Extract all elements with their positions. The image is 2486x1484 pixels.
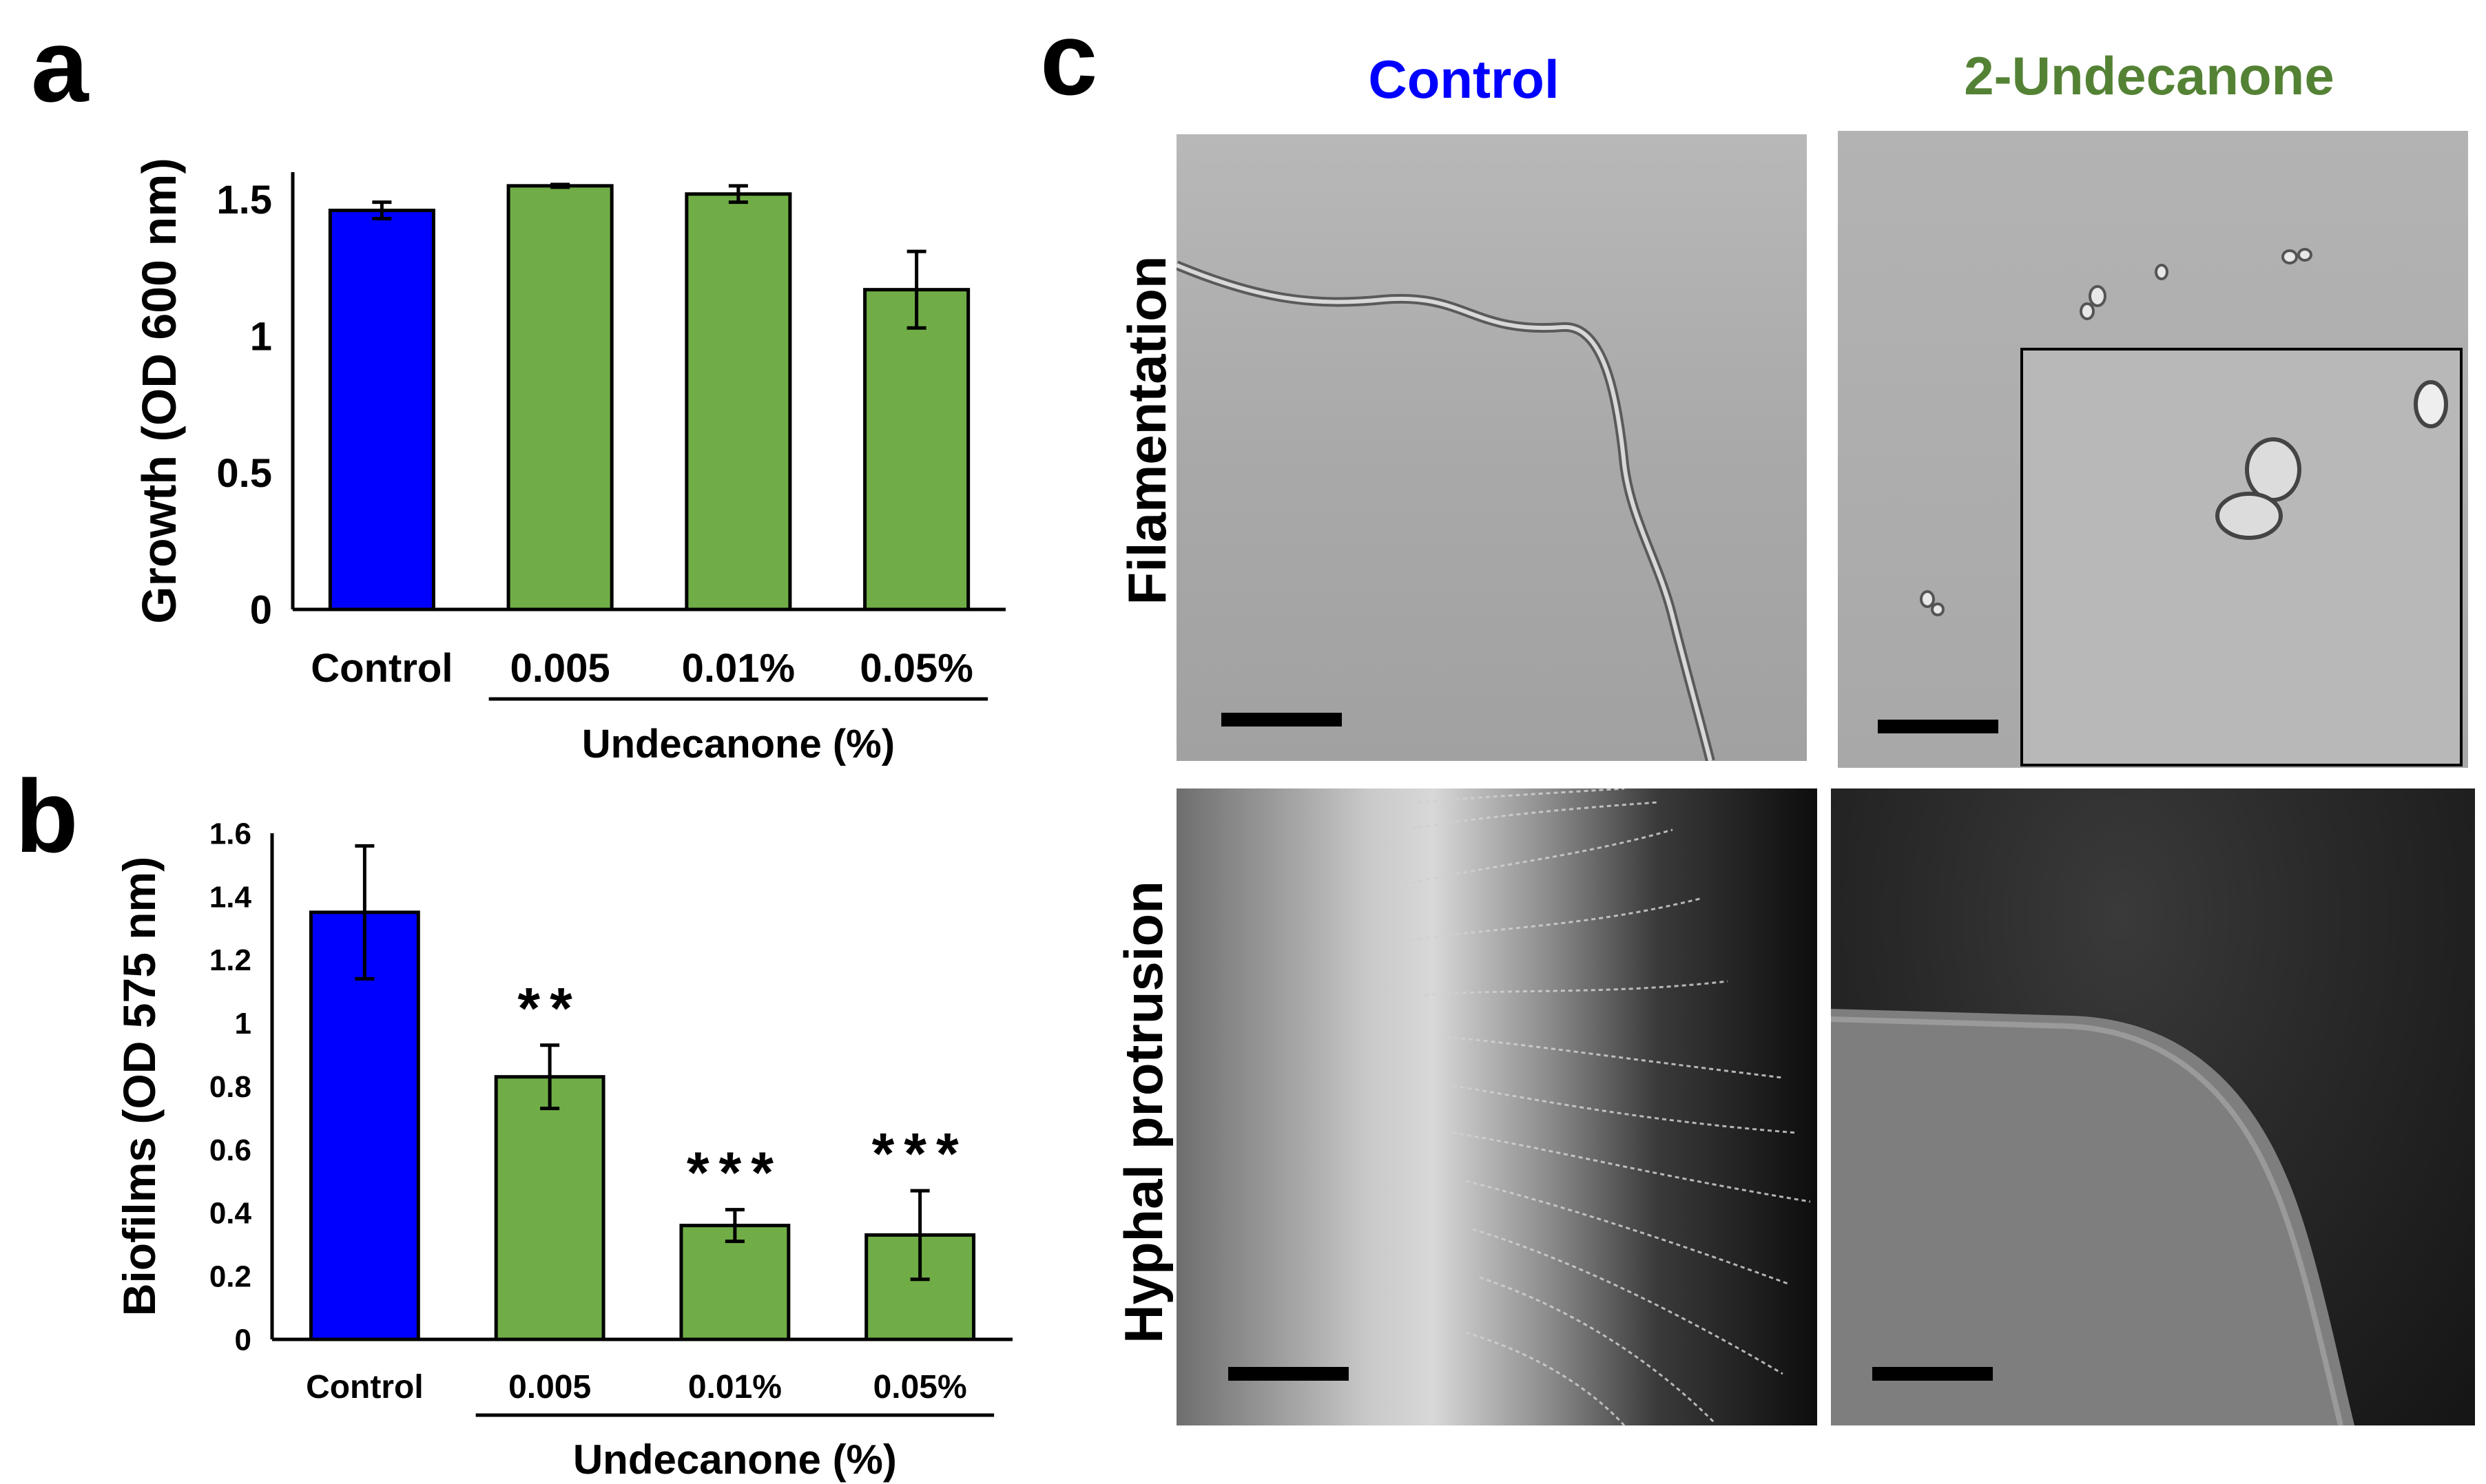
scale-bar: [1221, 713, 1342, 727]
y-tick-label: 0.4: [209, 1197, 252, 1231]
bar: [685, 192, 792, 612]
micrograph-control-filamentation: [1177, 134, 1807, 761]
colony-edge-drawing: [1831, 1009, 2354, 1425]
x-tick-label: 0.05%: [860, 646, 973, 691]
x-tick-label: 0.05%: [873, 1369, 967, 1405]
x-tick-label: 0.01%: [682, 646, 795, 691]
panel-letter-c: c: [1040, 1, 1098, 116]
x-tick-label: 0.005: [508, 1369, 591, 1405]
x-group-label: Undecanone (%): [573, 1436, 897, 1483]
hyphae-drawing: [1403, 788, 1811, 1425]
micrograph-undecanone-filamentation: [1838, 131, 2468, 768]
x-tick-label: Control: [311, 646, 453, 691]
y-tick-label: 0.2: [209, 1260, 251, 1294]
hypha-drawing: [1177, 260, 1715, 761]
x-group-label: Undecanone (%): [582, 722, 895, 766]
y-tick-label: 0.6: [209, 1133, 251, 1167]
y-axis-label: Biofilms (OD 575 nm): [114, 857, 165, 1316]
significance-marker: **: [517, 976, 581, 1041]
scale-bar: [1228, 1367, 1349, 1381]
significance-marker: ***: [872, 1121, 968, 1186]
inset-zoom: [2020, 348, 2463, 766]
yeast-cells-drawing: [1920, 248, 2312, 616]
growth-chart: 0 0.5 1 1.5 Control 0.005 0.01% 0.05% Undecanone…: [132, 158, 1006, 766]
y-tick-label: 1.6: [209, 817, 251, 850]
row-header-hyphal-protrusion: Hyphal protrusion: [1113, 881, 1174, 1344]
y-tick-label: 0: [250, 587, 272, 632]
y-tick-label: 0.8: [209, 1070, 251, 1104]
inset-cells-drawing: [2215, 380, 2448, 540]
bar: [494, 1075, 605, 1341]
bar: [506, 184, 614, 612]
bar: [309, 910, 420, 1341]
x-tick-label: 0.005: [510, 646, 610, 691]
scale-bar: [1878, 720, 1998, 733]
bar: [679, 1224, 791, 1341]
x-tick-label: 0.01%: [688, 1369, 782, 1405]
y-tick-label: 1.2: [209, 943, 251, 977]
row-header-filamentation: Filamentation: [1117, 255, 1177, 605]
column-header-undecanone: 2-Undecanone: [1964, 45, 2334, 106]
y-tick-label: 1: [250, 314, 272, 359]
y-tick-label: 1: [235, 1007, 251, 1041]
bar: [863, 288, 971, 612]
micrograph-control-hyphal-protrusion: [1177, 788, 1817, 1425]
column-header-control: Control: [1368, 49, 1560, 109]
panel-letter-a: a: [31, 8, 89, 123]
x-tick-label: Control: [306, 1369, 424, 1405]
y-axis-label: Growth (OD 600 nm): [132, 158, 186, 624]
significance-marker: ***: [687, 1140, 783, 1205]
scale-bar: [1872, 1367, 1993, 1381]
micrograph-undecanone-hyphal-protrusion: [1831, 788, 2475, 1425]
y-tick-label: 0.5: [216, 451, 272, 496]
biofilm-chart: 0 0.2 0.4 0.6 0.8 1 1.2 1.4 1.6 Control 0.005 ** 0.0…: [114, 817, 1013, 1483]
y-tick-label: 0: [235, 1323, 251, 1357]
y-tick-label: 1.4: [209, 880, 252, 914]
bar: [328, 209, 435, 612]
y-tick-label: 1.5: [216, 178, 272, 222]
panel-letter-b: b: [15, 758, 79, 874]
